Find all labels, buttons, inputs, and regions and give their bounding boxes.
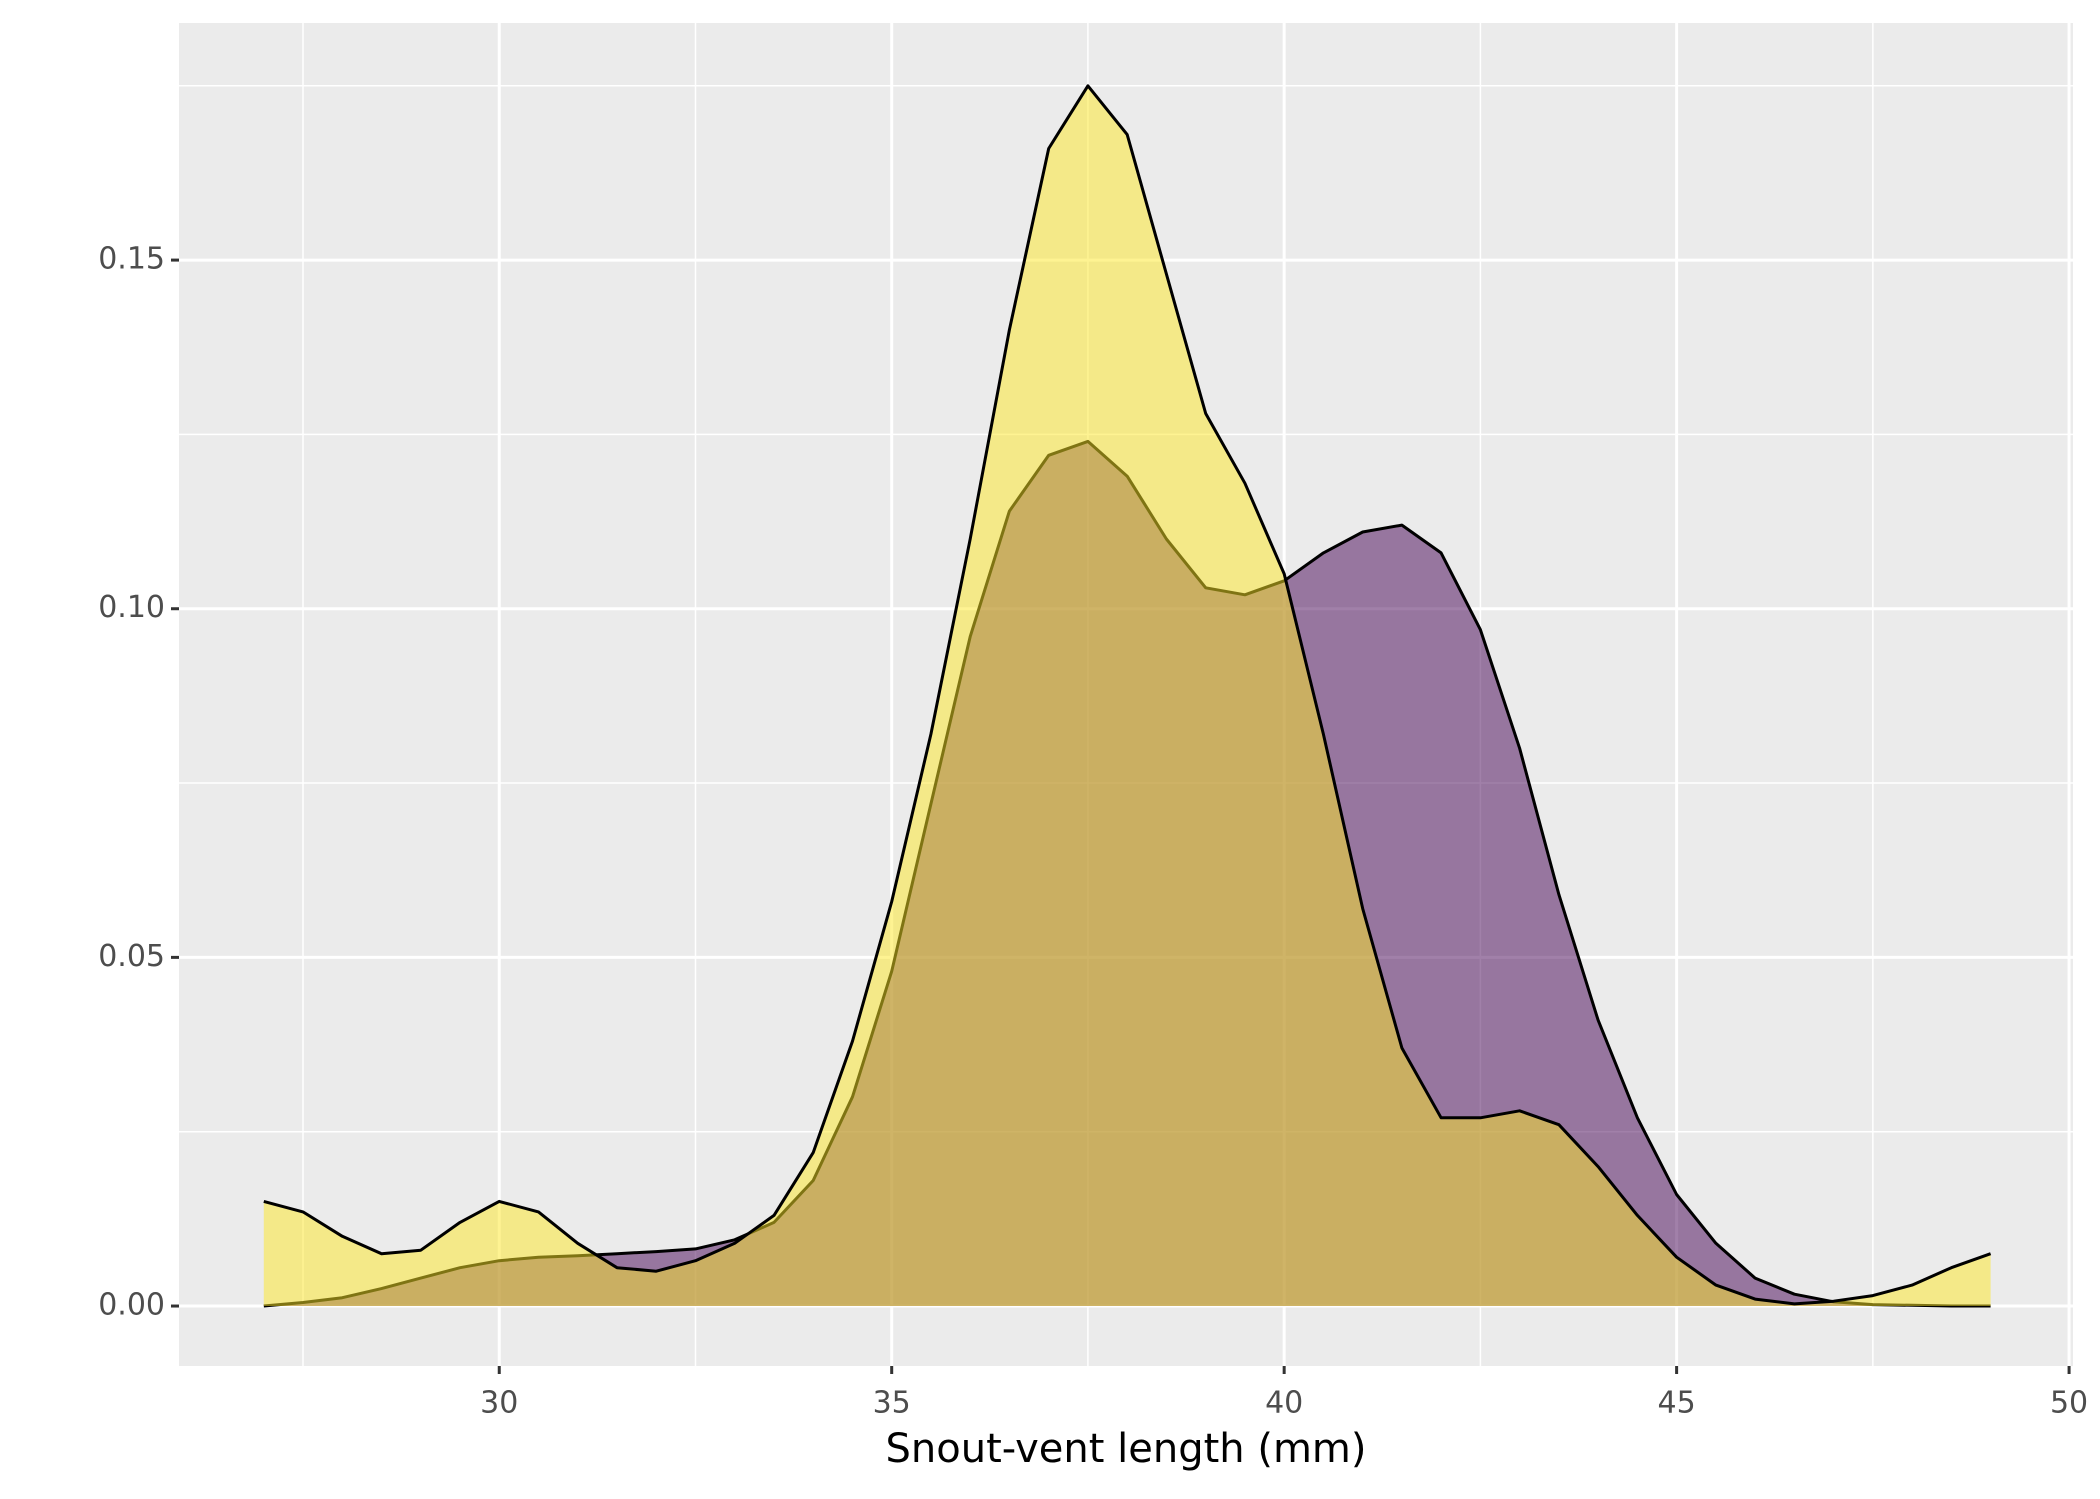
y-tick-label: 0.10 [98,590,165,625]
y-tick-label: 0.00 [98,1288,165,1323]
x-tick-label: 45 [1658,1386,1696,1421]
x-axis-title: Snout-vent length (mm) [886,1426,1367,1472]
x-tick-label: 30 [480,1386,518,1421]
x-tick-label: 50 [2050,1386,2088,1421]
x-tick-label: 40 [1265,1386,1303,1421]
y-tick-label: 0.15 [98,242,165,277]
y-tick-label: 0.05 [98,939,165,974]
x-tick-label: 35 [873,1386,911,1421]
density-area [263,85,1991,1307]
density-line [263,84,1992,1306]
